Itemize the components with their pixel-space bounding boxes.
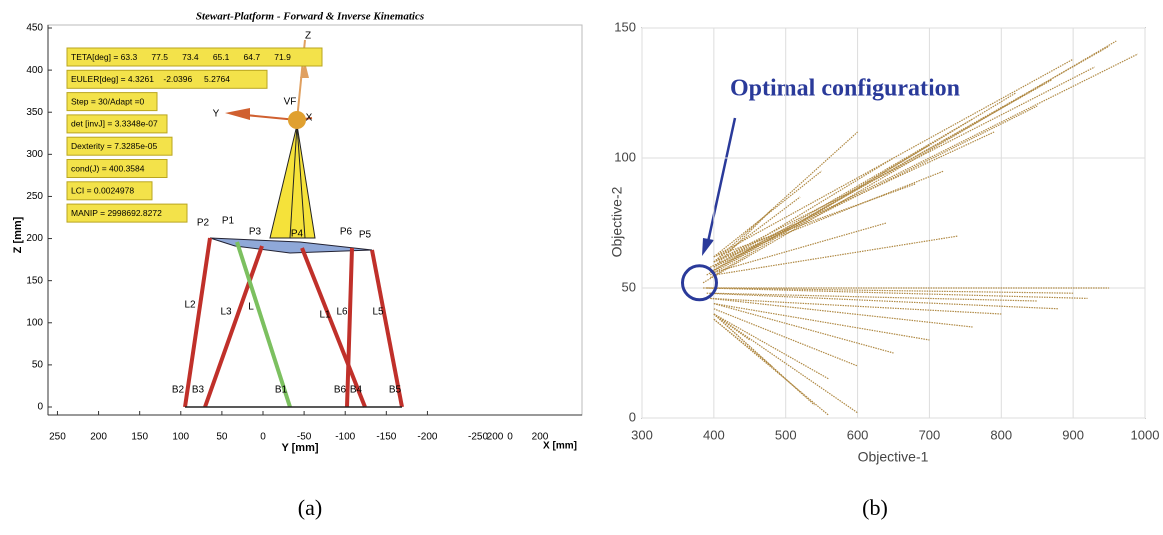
- x-tick-label: 400: [703, 427, 725, 442]
- x-tick-label: 300: [631, 427, 653, 442]
- point-label: P2: [197, 218, 210, 229]
- x-tick-label: 50: [216, 432, 228, 443]
- point-label: L1: [319, 310, 331, 321]
- point-label: X: [306, 113, 313, 124]
- y-tick-label: 250: [26, 191, 43, 202]
- x-tick-label: 100: [172, 432, 189, 443]
- point-label: P6: [340, 227, 353, 238]
- x2-tick-label: 200: [487, 432, 504, 443]
- y-axis-label: Z [mm]: [12, 216, 24, 253]
- point-label: B3: [192, 385, 205, 396]
- x2-tick-label: 200: [532, 432, 549, 443]
- end-effector: [288, 111, 306, 129]
- point-label: P1: [222, 216, 235, 227]
- info-text: LCI = 0.0024978: [71, 186, 134, 196]
- y-tick-label: 150: [26, 275, 43, 286]
- x2-tick-label: -250: [468, 432, 488, 443]
- info-text: cond(J) = 400.3584: [71, 163, 145, 173]
- point-label: L: [248, 302, 254, 313]
- x-tick-label: -150: [376, 432, 396, 443]
- x-tick-label: 200: [90, 432, 107, 443]
- point-label: B5: [389, 385, 402, 396]
- x2-tick-label: 0: [507, 432, 513, 443]
- x-tick-label: 1000: [1131, 427, 1160, 442]
- caption: (b): [862, 495, 888, 520]
- point-label: P3: [249, 227, 262, 238]
- y-tick-label: 0: [37, 402, 43, 413]
- point-label: L3: [220, 307, 232, 318]
- point-label: P5: [359, 230, 372, 241]
- info-text: det [invJ] = 3.3348e-07: [71, 119, 158, 129]
- x-tick-label: 900: [1062, 427, 1084, 442]
- x-tick-label: -50: [297, 432, 312, 443]
- x-tick-label: 600: [847, 427, 869, 442]
- y-axis-label: Objective-2: [609, 186, 625, 257]
- x-tick-label: 800: [990, 427, 1012, 442]
- y-tick-label: 0: [629, 409, 636, 424]
- leg: [372, 250, 402, 407]
- info-text: Dexterity = 7.3285e-05: [71, 141, 158, 151]
- point-label: P4: [291, 229, 304, 240]
- info-text: MANIP = 2998692.8272: [71, 208, 162, 218]
- point-label: B4: [350, 385, 363, 396]
- top-platform: [210, 238, 372, 253]
- point-label: L6: [336, 307, 348, 318]
- x-tick-label: 700: [919, 427, 941, 442]
- point-label: Y: [213, 109, 220, 120]
- y-tick-label: 100: [614, 149, 636, 164]
- point-label: B1: [275, 385, 288, 396]
- point-label: B2: [172, 385, 185, 396]
- x-tick-label: -200: [417, 432, 437, 443]
- y-tick-label: 50: [622, 279, 636, 294]
- arrow-head: [225, 108, 250, 120]
- leg: [205, 246, 262, 407]
- y-tick-label: 400: [26, 65, 43, 76]
- leg: [347, 248, 352, 407]
- y-tick-label: 300: [26, 149, 43, 160]
- cone: [270, 125, 315, 238]
- x-axis-label: Objective-1: [858, 449, 929, 465]
- y-tick-label: 350: [26, 107, 43, 118]
- y-tick-label: 100: [26, 317, 43, 328]
- x-tick-label: 500: [775, 427, 797, 442]
- y-tick-label: 200: [26, 233, 43, 244]
- x-tick-label: 150: [131, 432, 148, 443]
- panel-b: Objective-1 Objective-2 Optimal configur…: [609, 28, 1145, 520]
- point-label: B6: [334, 385, 347, 396]
- caption: (a): [298, 495, 322, 520]
- y-tick-label: 450: [26, 23, 43, 34]
- y-tick-label: 50: [32, 360, 44, 371]
- point-label: Z: [305, 31, 311, 42]
- figure: Stewart-Platform - Forward & Inverse Kin…: [0, 0, 1163, 530]
- point-label: VF: [284, 97, 297, 108]
- y-tick-label: 150: [614, 19, 636, 34]
- chart-title: Stewart-Platform - Forward & Inverse Kin…: [196, 11, 424, 23]
- point-label: L2: [184, 300, 196, 311]
- x-tick-label: 0: [260, 432, 266, 443]
- leg: [302, 248, 365, 407]
- point-label: L5: [372, 307, 384, 318]
- x-tick-label: 250: [49, 432, 66, 443]
- leg: [237, 242, 290, 407]
- info-text: Step = 30/Adapt =0: [71, 96, 145, 106]
- annotation: Optimal configuration: [730, 76, 960, 102]
- info-text: EULER[deg] = 4.3261 -2.0396 5.2764: [71, 74, 230, 84]
- leg: [185, 238, 210, 407]
- info-text: TETA[deg] = 63.3 77.5 73.4 65.1 64.7 71.…: [71, 52, 291, 62]
- x-axis-label: Y [mm]: [281, 442, 318, 454]
- x-tick-label: -100: [335, 432, 355, 443]
